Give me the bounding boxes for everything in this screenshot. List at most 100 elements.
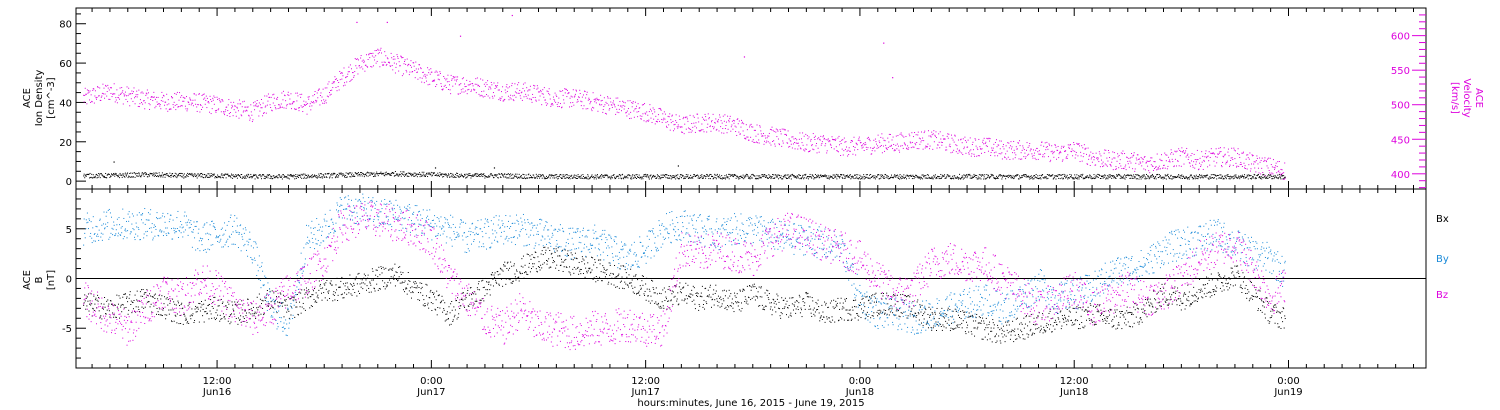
velocity-point bbox=[651, 110, 652, 112]
velocity-point bbox=[1118, 154, 1120, 156]
ion-density-point bbox=[931, 178, 933, 180]
bottom-x-ticks bbox=[91, 189, 1414, 368]
velocity-point bbox=[687, 120, 689, 122]
ion-density-point bbox=[349, 176, 351, 178]
ion-density-point bbox=[693, 174, 695, 176]
velocity-point bbox=[649, 104, 651, 106]
ion-density-point bbox=[1062, 178, 1064, 180]
velocity-point bbox=[970, 155, 972, 157]
velocity-point bbox=[500, 98, 502, 100]
ion-density-point bbox=[285, 176, 287, 178]
velocity-point bbox=[792, 143, 794, 145]
velocity-point bbox=[787, 130, 789, 132]
ion-density-point bbox=[842, 177, 844, 179]
velocity-point bbox=[539, 95, 541, 97]
velocity-point bbox=[127, 95, 129, 97]
ion-density-point bbox=[1177, 176, 1179, 178]
ion-density-point bbox=[133, 172, 135, 174]
velocity-point bbox=[1074, 150, 1076, 152]
velocity-point bbox=[1014, 157, 1016, 159]
velocity-point bbox=[376, 49, 378, 51]
ion-density-point bbox=[619, 175, 621, 177]
ion-density-point bbox=[153, 172, 155, 174]
ion-density-point bbox=[443, 173, 445, 175]
ion-density-point bbox=[1145, 178, 1147, 180]
velocity-point bbox=[768, 135, 770, 137]
ion-density-point bbox=[1051, 174, 1053, 176]
velocity-point bbox=[859, 142, 861, 144]
velocity-point bbox=[199, 104, 201, 106]
velocity-point bbox=[751, 126, 753, 128]
velocity-point bbox=[318, 88, 320, 90]
ion-density-point bbox=[942, 175, 944, 177]
velocity-point bbox=[1034, 157, 1036, 159]
ion-density-point bbox=[1247, 175, 1249, 177]
ion-density-point bbox=[94, 177, 96, 179]
velocity-point bbox=[305, 101, 307, 103]
ion-density-point bbox=[1255, 177, 1257, 179]
velocity-point bbox=[349, 64, 351, 66]
ion-density-point bbox=[686, 175, 688, 177]
velocity-point bbox=[1122, 150, 1124, 152]
velocity-point bbox=[385, 64, 387, 66]
velocity-point bbox=[467, 89, 469, 91]
ion-density-point bbox=[683, 176, 685, 178]
velocity-point bbox=[1107, 149, 1109, 151]
ion-density-point bbox=[132, 176, 134, 178]
ion-density-point bbox=[521, 177, 523, 179]
velocity-point bbox=[618, 112, 620, 114]
velocity-point bbox=[867, 147, 869, 149]
velocity-point bbox=[1100, 155, 1102, 157]
ion-density-point bbox=[803, 178, 805, 180]
ion-density-point bbox=[767, 177, 769, 179]
velocity-point bbox=[1030, 148, 1032, 150]
velocity-point bbox=[537, 91, 539, 93]
ion-density-point bbox=[83, 175, 85, 177]
velocity-point bbox=[753, 141, 755, 143]
velocity-point bbox=[645, 113, 647, 115]
ion-density-point bbox=[964, 176, 966, 178]
ion-density-point bbox=[651, 177, 653, 179]
velocity-point bbox=[1072, 155, 1074, 157]
velocity-point bbox=[1223, 147, 1225, 149]
ion-density-point bbox=[832, 174, 834, 176]
velocity-point bbox=[1244, 167, 1246, 169]
velocity-point bbox=[281, 92, 283, 94]
ion-density-point bbox=[1008, 174, 1010, 176]
ion-density-point bbox=[1224, 175, 1226, 177]
velocity-point bbox=[676, 126, 678, 128]
ion-density-point bbox=[417, 173, 419, 175]
ion-density-point bbox=[1185, 176, 1187, 178]
ion-density-point bbox=[144, 172, 146, 174]
velocity-point bbox=[1216, 162, 1218, 164]
velocity-point bbox=[201, 95, 203, 97]
velocity-point bbox=[1177, 160, 1179, 162]
bottom-left-tick-label: 5 bbox=[66, 225, 72, 236]
velocity-point bbox=[595, 99, 597, 101]
ion-density-point bbox=[890, 176, 892, 178]
ion-density-point bbox=[360, 172, 362, 174]
velocity-point bbox=[1276, 165, 1278, 167]
velocity-point bbox=[889, 145, 891, 147]
ion-density-point bbox=[704, 175, 706, 177]
velocity-point bbox=[219, 101, 221, 103]
velocity-point bbox=[498, 89, 500, 91]
velocity-point bbox=[367, 66, 369, 68]
velocity-point bbox=[1014, 152, 1016, 154]
velocity-point bbox=[585, 97, 587, 99]
ion-density-point bbox=[321, 175, 323, 177]
velocity-point bbox=[497, 82, 499, 84]
ion-density-point bbox=[816, 176, 818, 178]
ion-density-point bbox=[311, 174, 313, 176]
ion-density-point bbox=[917, 176, 919, 178]
velocity-point bbox=[1013, 140, 1015, 142]
velocity-point bbox=[287, 94, 289, 96]
velocity-point bbox=[434, 79, 436, 81]
ion-density-point bbox=[531, 176, 532, 178]
velocity-point bbox=[98, 95, 100, 97]
ion-density-point bbox=[385, 174, 387, 176]
ion-density-point bbox=[388, 173, 390, 175]
ion-density-point bbox=[888, 177, 890, 179]
velocity-point bbox=[588, 99, 590, 101]
ion-density-point bbox=[344, 175, 346, 177]
